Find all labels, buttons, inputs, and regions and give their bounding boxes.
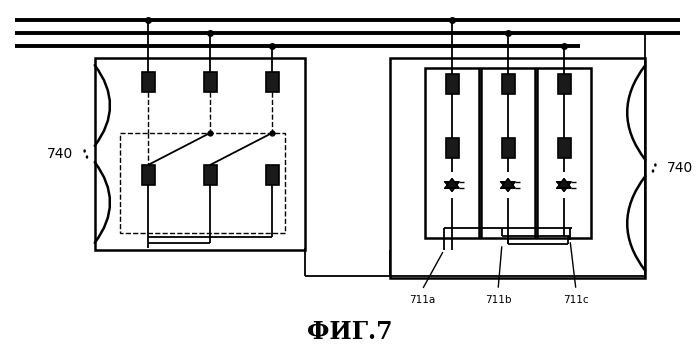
Bar: [445, 138, 459, 158]
Polygon shape: [445, 178, 459, 188]
Bar: [266, 72, 278, 92]
Bar: [501, 138, 514, 158]
Bar: [537, 68, 591, 238]
Bar: [120, 133, 285, 233]
Bar: [141, 165, 154, 185]
Polygon shape: [557, 178, 571, 188]
Text: 711b: 711b: [484, 295, 511, 305]
Bar: [558, 74, 570, 94]
Bar: [203, 165, 217, 185]
Text: 711a: 711a: [409, 295, 435, 305]
Polygon shape: [557, 182, 571, 192]
Bar: [558, 138, 570, 158]
Bar: [390, 58, 645, 278]
Bar: [266, 165, 278, 185]
Bar: [95, 58, 305, 250]
Polygon shape: [501, 178, 515, 188]
Bar: [141, 72, 154, 92]
Bar: [445, 74, 459, 94]
Text: 740: 740: [47, 147, 73, 161]
Text: 711c: 711c: [563, 295, 589, 305]
Text: ФИГ.7: ФИГ.7: [307, 320, 392, 344]
Polygon shape: [501, 182, 515, 192]
Polygon shape: [445, 182, 459, 192]
Bar: [425, 68, 479, 238]
Bar: [501, 74, 514, 94]
Text: 740: 740: [667, 161, 693, 175]
Bar: [481, 68, 535, 238]
Bar: [203, 72, 217, 92]
